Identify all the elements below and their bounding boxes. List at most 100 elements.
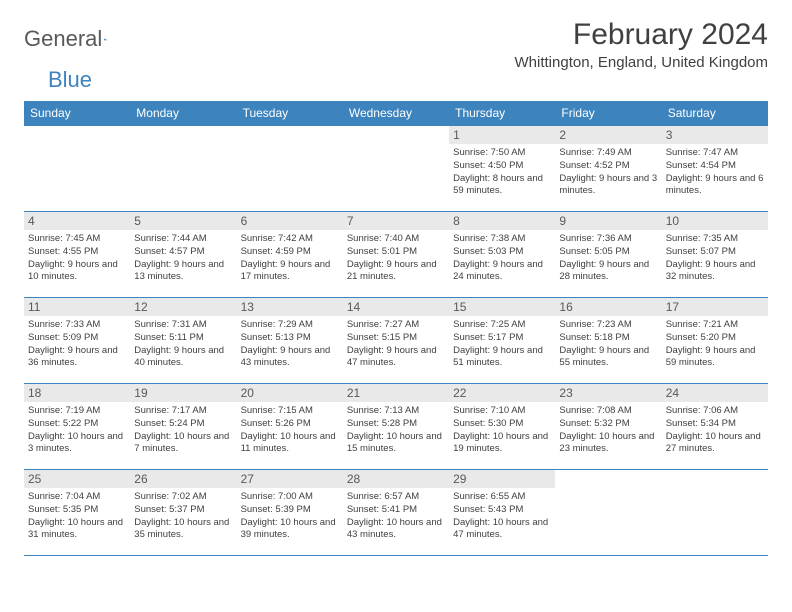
daylight-text: Daylight: 10 hours and 47 minutes.: [453, 517, 551, 543]
sunset-text: Sunset: 5:41 PM: [347, 504, 445, 517]
day-number: 9: [555, 212, 661, 230]
calendar-cell: 13 Sunrise: 7:29 AMSunset: 5:13 PMDayligh…: [237, 298, 343, 384]
sunset-text: Sunset: 5:22 PM: [28, 418, 126, 431]
sunrise-text: Sunrise: 7:38 AM: [453, 233, 551, 246]
day-info: Sunrise: 7:49 AMSunset: 4:52 PMDaylight:…: [559, 147, 657, 198]
logo-text-1: General: [24, 26, 102, 52]
title-block: February 2024 Whittington, England, Unit…: [515, 18, 768, 71]
day-info: Sunrise: 7:21 AMSunset: 5:20 PMDaylight:…: [666, 319, 764, 370]
day-info: Sunrise: 7:08 AMSunset: 5:32 PMDaylight:…: [559, 405, 657, 456]
sunrise-text: Sunrise: 7:02 AM: [134, 491, 232, 504]
calendar-cell: 16 Sunrise: 7:23 AMSunset: 5:18 PMDayligh…: [555, 298, 661, 384]
sunset-text: Sunset: 5:15 PM: [347, 332, 445, 345]
calendar-cell: 9 Sunrise: 7:36 AMSunset: 5:05 PMDaylight…: [555, 212, 661, 298]
day-number: 2: [555, 126, 661, 144]
day-number: 13: [237, 298, 343, 316]
day-number: 26: [130, 470, 236, 488]
logo-text-2: Blue: [48, 67, 92, 93]
sunset-text: Sunset: 5:03 PM: [453, 246, 551, 259]
sunrise-text: Sunrise: 7:17 AM: [134, 405, 232, 418]
calendar-cell: 14 Sunrise: 7:27 AMSunset: 5:15 PMDayligh…: [343, 298, 449, 384]
day-number: 6: [237, 212, 343, 230]
daylight-text: Daylight: 10 hours and 23 minutes.: [559, 431, 657, 457]
daylight-text: Daylight: 10 hours and 39 minutes.: [241, 517, 339, 543]
daylight-text: Daylight: 9 hours and 47 minutes.: [347, 345, 445, 371]
sunset-text: Sunset: 5:26 PM: [241, 418, 339, 431]
day-header: Saturday: [662, 101, 768, 126]
day-number: 15: [449, 298, 555, 316]
calendar-cell: 22 Sunrise: 7:10 AMSunset: 5:30 PMDayligh…: [449, 384, 555, 470]
day-header: Wednesday: [343, 101, 449, 126]
day-number: 16: [555, 298, 661, 316]
sunrise-text: Sunrise: 7:42 AM: [241, 233, 339, 246]
day-info: Sunrise: 7:35 AMSunset: 5:07 PMDaylight:…: [666, 233, 764, 284]
sunrise-text: Sunrise: 7:08 AM: [559, 405, 657, 418]
calendar-row: 4 Sunrise: 7:45 AMSunset: 4:55 PMDaylight…: [24, 212, 768, 298]
day-number: 20: [237, 384, 343, 402]
sunset-text: Sunset: 4:50 PM: [453, 160, 551, 173]
daylight-text: Daylight: 10 hours and 19 minutes.: [453, 431, 551, 457]
sunset-text: Sunset: 5:11 PM: [134, 332, 232, 345]
sunset-text: Sunset: 5:07 PM: [666, 246, 764, 259]
day-number: 24: [662, 384, 768, 402]
day-info: Sunrise: 7:29 AMSunset: 5:13 PMDaylight:…: [241, 319, 339, 370]
sunset-text: Sunset: 5:24 PM: [134, 418, 232, 431]
day-header-row: Sunday Monday Tuesday Wednesday Thursday…: [24, 101, 768, 126]
daylight-text: Daylight: 9 hours and 3 minutes.: [559, 173, 657, 199]
day-number: 19: [130, 384, 236, 402]
calendar-cell: 18Sunrise: 7:19 AMSunset: 5:22 PMDayligh…: [24, 384, 130, 470]
sunset-text: Sunset: 5:34 PM: [666, 418, 764, 431]
sunset-text: Sunset: 4:59 PM: [241, 246, 339, 259]
day-info: Sunrise: 7:23 AMSunset: 5:18 PMDaylight:…: [559, 319, 657, 370]
day-header: Tuesday: [237, 101, 343, 126]
sunset-text: Sunset: 5:17 PM: [453, 332, 551, 345]
day-header: Thursday: [449, 101, 555, 126]
day-number: 11: [24, 298, 130, 316]
sunset-text: Sunset: 5:32 PM: [559, 418, 657, 431]
sunset-text: Sunset: 5:01 PM: [347, 246, 445, 259]
sunrise-text: Sunrise: 7:06 AM: [666, 405, 764, 418]
day-info: Sunrise: 7:36 AMSunset: 5:05 PMDaylight:…: [559, 233, 657, 284]
day-info: Sunrise: 7:50 AMSunset: 4:50 PMDaylight:…: [453, 147, 551, 198]
sunset-text: Sunset: 4:55 PM: [28, 246, 126, 259]
sunset-text: Sunset: 5:20 PM: [666, 332, 764, 345]
location-text: Whittington, England, United Kingdom: [515, 54, 768, 71]
day-number: 25: [24, 470, 130, 488]
calendar-cell: 11 Sunrise: 7:33 AMSunset: 5:09 PMDayligh…: [24, 298, 130, 384]
calendar-cell: 27Sunrise: 7:00 AMSunset: 5:39 PMDayligh…: [237, 470, 343, 556]
daylight-text: Daylight: 10 hours and 3 minutes.: [28, 431, 126, 457]
daylight-text: Daylight: 10 hours and 7 minutes.: [134, 431, 232, 457]
daylight-text: Daylight: 9 hours and 51 minutes.: [453, 345, 551, 371]
sunrise-text: Sunrise: 7:31 AM: [134, 319, 232, 332]
day-info: Sunrise: 7:33 AMSunset: 5:09 PMDaylight:…: [28, 319, 126, 370]
day-info: Sunrise: 7:00 AMSunset: 5:39 PMDaylight:…: [241, 491, 339, 542]
sunrise-text: Sunrise: 7:00 AM: [241, 491, 339, 504]
day-info: Sunrise: 7:47 AMSunset: 4:54 PMDaylight:…: [666, 147, 764, 198]
day-number: 4: [24, 212, 130, 230]
day-number: 14: [343, 298, 449, 316]
day-info: Sunrise: 7:04 AMSunset: 5:35 PMDaylight:…: [28, 491, 126, 542]
logo: General: [24, 18, 126, 52]
day-info: Sunrise: 7:02 AMSunset: 5:37 PMDaylight:…: [134, 491, 232, 542]
sunrise-text: Sunrise: 7:27 AM: [347, 319, 445, 332]
day-info: Sunrise: 7:45 AMSunset: 4:55 PMDaylight:…: [28, 233, 126, 284]
sunset-text: Sunset: 5:18 PM: [559, 332, 657, 345]
day-header: Monday: [130, 101, 236, 126]
calendar-cell: 10Sunrise: 7:35 AMSunset: 5:07 PMDayligh…: [662, 212, 768, 298]
day-number: 17: [662, 298, 768, 316]
daylight-text: Daylight: 9 hours and 55 minutes.: [559, 345, 657, 371]
day-info: Sunrise: 7:44 AMSunset: 4:57 PMDaylight:…: [134, 233, 232, 284]
day-number: 7: [343, 212, 449, 230]
sunrise-text: Sunrise: 7:23 AM: [559, 319, 657, 332]
sunrise-text: Sunrise: 7:33 AM: [28, 319, 126, 332]
day-number: 12: [130, 298, 236, 316]
daylight-text: Daylight: 10 hours and 43 minutes.: [347, 517, 445, 543]
day-number: 22: [449, 384, 555, 402]
calendar-cell: 3Sunrise: 7:47 AMSunset: 4:54 PMDaylight…: [662, 126, 768, 212]
sunset-text: Sunset: 5:05 PM: [559, 246, 657, 259]
sunrise-text: Sunrise: 7:10 AM: [453, 405, 551, 418]
sunset-text: Sunset: 5:30 PM: [453, 418, 551, 431]
calendar-cell: 8Sunrise: 7:38 AMSunset: 5:03 PMDaylight…: [449, 212, 555, 298]
daylight-text: Daylight: 9 hours and 10 minutes.: [28, 259, 126, 285]
calendar-cell: 5Sunrise: 7:44 AMSunset: 4:57 PMDaylight…: [130, 212, 236, 298]
